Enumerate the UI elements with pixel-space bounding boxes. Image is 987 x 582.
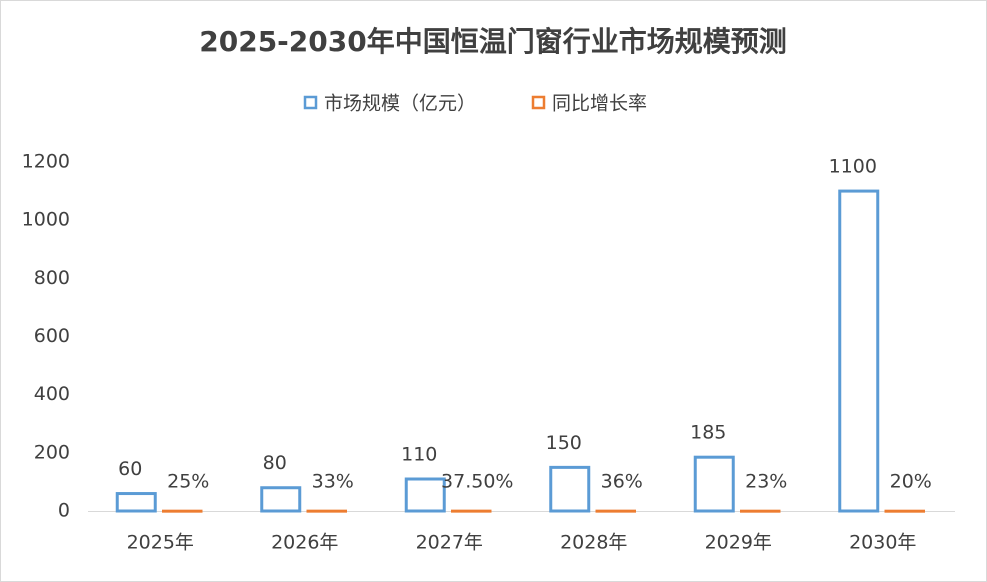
bar	[740, 509, 781, 513]
chart-title: 2025-2030年中国恒温门窗行业市场规模预测	[199, 25, 786, 58]
data-label: 150	[546, 432, 582, 454]
data-label: 60	[118, 458, 142, 480]
x-tick-label: 2028年	[560, 532, 627, 554]
data-label: 37.50%	[441, 470, 513, 492]
bar	[162, 509, 203, 513]
legend-marker	[303, 95, 318, 110]
data-label: 1100	[829, 156, 877, 178]
x-tick-label: 2026年	[271, 532, 338, 554]
bar	[404, 477, 446, 513]
bar	[838, 189, 880, 513]
y-tick-label: 800	[34, 267, 70, 289]
bar	[549, 465, 591, 513]
y-tick-label: 200	[34, 441, 70, 463]
bar	[884, 509, 925, 513]
x-tick-label: 2030年	[849, 532, 916, 554]
bar	[595, 509, 636, 513]
y-tick-label: 400	[34, 383, 70, 405]
data-label: 23%	[745, 470, 787, 492]
data-label: 33%	[312, 470, 354, 492]
data-label: 80	[263, 452, 287, 474]
bar	[451, 509, 492, 513]
legend-label: 同比增长率	[552, 93, 647, 115]
data-label: 25%	[167, 470, 209, 492]
legend-label: 市场规模（亿元）	[324, 93, 476, 115]
y-tick-label: 600	[34, 325, 70, 347]
x-tick-label: 2029年	[705, 532, 772, 554]
y-tick-label: 1000	[22, 209, 70, 231]
data-label: 185	[690, 422, 726, 444]
bar	[115, 492, 157, 513]
y-tick-label: 1200	[22, 151, 70, 173]
x-tick-label: 2027年	[416, 532, 483, 554]
y-tick-label: 0	[58, 500, 70, 522]
data-label: 110	[401, 444, 437, 466]
x-tick-label: 2025年	[127, 532, 194, 554]
legend-marker	[531, 95, 546, 110]
bar	[693, 455, 735, 513]
data-label: 20%	[890, 470, 932, 492]
data-label: 36%	[601, 470, 643, 492]
bar	[306, 509, 347, 513]
bar	[260, 486, 302, 513]
